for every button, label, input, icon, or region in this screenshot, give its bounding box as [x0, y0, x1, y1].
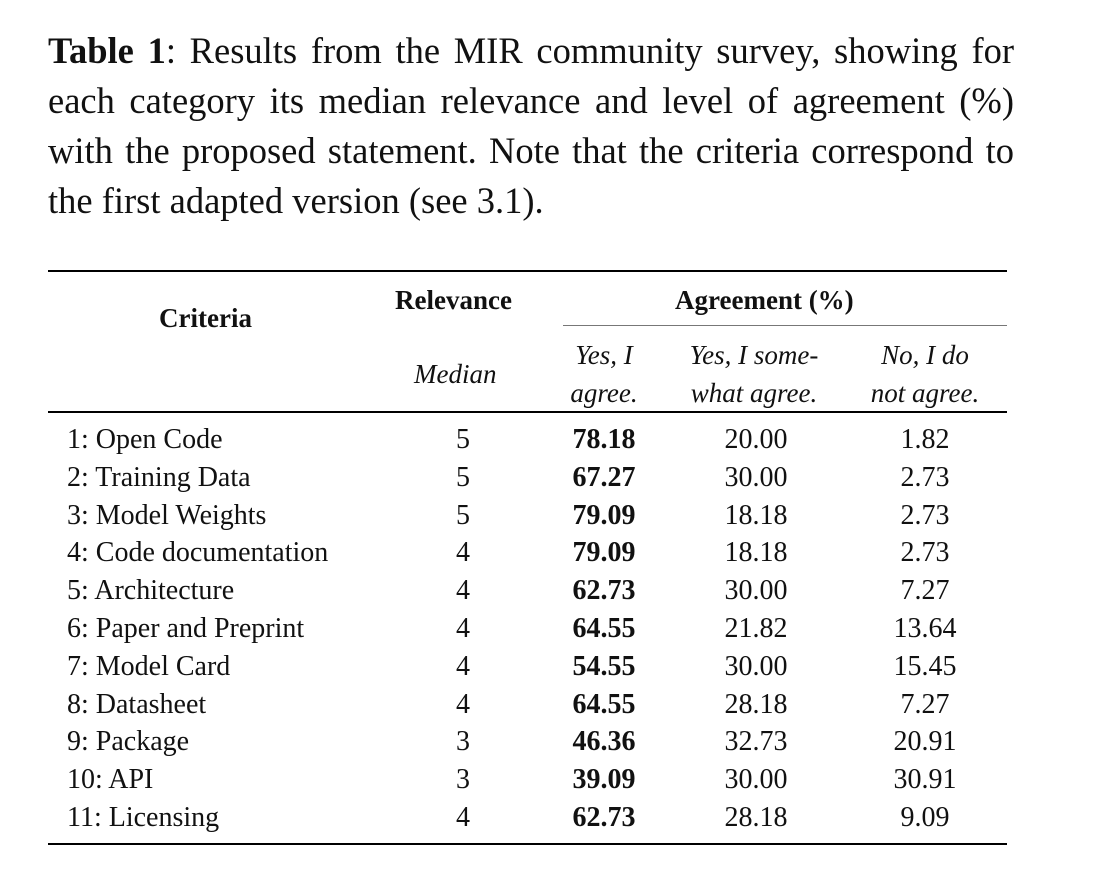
table-row: 11: Licensing 4 62.73 28.18 9.09 [48, 799, 1007, 837]
median-cell: 5 [456, 499, 470, 531]
agree-cell: 62.73 [572, 575, 636, 607]
header-somewhat-line1: Yes, I some- [689, 340, 819, 370]
criteria-cell: 4: Code documentation [67, 537, 329, 569]
criteria-cell: 3: Model Weights [67, 499, 267, 531]
criteria-cell: 1: Open Code [67, 424, 223, 455]
agree-cell: 39.09 [572, 764, 636, 796]
table-row: 9: Package 3 46.36 32.73 20.91 [48, 723, 1007, 761]
table-row: 5: Architecture 4 62.73 30.00 7.27 [48, 572, 1007, 610]
header-no: No, I do not agree. [857, 336, 993, 412]
table-body: 1: Open Code 5 78.18 20.00 1.82 2: Train… [48, 421, 1007, 837]
not-agree-cell: 15.45 [893, 650, 957, 682]
median-cell: 4 [456, 575, 470, 607]
table-row: 6: Paper and Preprint 4 64.55 21.82 13.6… [48, 610, 1007, 648]
not-agree-cell: 2.73 [900, 461, 950, 493]
median-cell: 3 [456, 764, 470, 796]
somewhat-agree-cell: 20.00 [724, 424, 788, 455]
table-row: 3: Model Weights 5 79.09 18.18 2.73 [48, 497, 1007, 535]
agree-cell: 62.73 [572, 801, 636, 833]
median-cell: 4 [456, 537, 470, 569]
median-cell: 4 [456, 801, 470, 833]
table-row: 2: Training Data 5 67.27 30.00 2.73 [48, 459, 1007, 497]
table-row: 7: Model Card 4 54.55 30.00 15.45 [48, 648, 1007, 686]
not-agree-cell: 2.73 [900, 499, 950, 531]
agree-cell: 79.09 [572, 499, 636, 531]
median-cell: 5 [456, 461, 470, 493]
table-header-rule [48, 411, 1007, 413]
somewhat-agree-cell: 18.18 [724, 499, 788, 531]
table-row: 1: Open Code 5 78.18 20.00 1.82 [48, 421, 1007, 459]
somewhat-agree-cell: 32.73 [724, 726, 788, 758]
table-row: 10: API 3 39.09 30.00 30.91 [48, 761, 1007, 799]
criteria-cell: 2: Training Data [67, 461, 251, 493]
header-median: Median [414, 359, 497, 389]
criteria-cell: 10: API [67, 764, 154, 796]
not-agree-cell: 30.91 [893, 764, 957, 796]
criteria-cell: 8: Datasheet [67, 688, 207, 720]
header-somewhat: Yes, I some- what agree. [676, 336, 832, 412]
table-bottom-rule [48, 843, 1007, 845]
table-top-rule [48, 270, 1007, 272]
header-yes-line1: Yes, I [575, 340, 633, 370]
median-cell: 4 [456, 612, 470, 644]
somewhat-agree-cell: 30.00 [724, 764, 788, 796]
caption-label: Table 1 [48, 30, 166, 71]
header-relevance: Relevance [395, 285, 512, 315]
header-yes-line2: agree. [570, 378, 638, 408]
agree-cell: 79.09 [572, 537, 636, 569]
not-agree-cell: 7.27 [900, 688, 950, 720]
table-row: 4: Code documentation 4 79.09 18.18 2.73 [48, 534, 1007, 572]
criteria-cell: 7: Model Card [67, 650, 231, 682]
agree-cell: 64.55 [572, 688, 636, 720]
table-caption: Table 1: Results from the MIR community … [48, 26, 1014, 226]
not-agree-cell: 20.91 [893, 726, 957, 758]
criteria-cell: 11: Licensing [67, 801, 220, 833]
not-agree-cell: 1.82 [900, 424, 950, 455]
agree-cell: 46.36 [572, 726, 636, 758]
table-row: 8: Datasheet 4 64.55 28.18 7.27 [48, 686, 1007, 724]
somewhat-agree-cell: 30.00 [724, 575, 788, 607]
median-cell: 5 [456, 424, 470, 455]
header-somewhat-line2: what agree. [690, 378, 818, 408]
somewhat-agree-cell: 21.82 [724, 612, 788, 644]
criteria-cell: 9: Package [67, 726, 190, 758]
somewhat-agree-cell: 28.18 [724, 801, 788, 833]
median-cell: 3 [456, 726, 470, 758]
header-criteria: Criteria [159, 303, 252, 333]
median-cell: 4 [456, 650, 470, 682]
somewhat-agree-cell: 30.00 [724, 461, 788, 493]
not-agree-cell: 2.73 [900, 537, 950, 569]
median-cell: 4 [456, 688, 470, 720]
agree-cell: 54.55 [572, 650, 636, 682]
agree-cell: 64.55 [572, 612, 636, 644]
somewhat-agree-cell: 30.00 [724, 650, 788, 682]
criteria-cell: 5: Architecture [67, 575, 235, 607]
header-agreement: Agreement (%) [675, 285, 854, 315]
agree-cell: 78.18 [572, 424, 636, 455]
somewhat-agree-cell: 28.18 [724, 688, 788, 720]
not-agree-cell: 9.09 [900, 801, 950, 833]
header-no-line2: not agree. [870, 378, 980, 408]
somewhat-agree-cell: 18.18 [724, 537, 788, 569]
header-yes: Yes, I agree. [562, 336, 646, 412]
criteria-cell: 6: Paper and Preprint [67, 612, 305, 644]
agreement-header-rule [563, 325, 1007, 326]
header-no-line1: No, I do [881, 340, 969, 370]
not-agree-cell: 13.64 [893, 612, 957, 644]
not-agree-cell: 7.27 [900, 575, 950, 607]
agree-cell: 67.27 [572, 461, 636, 493]
caption-text: : Results from the MIR community survey,… [48, 30, 1015, 221]
